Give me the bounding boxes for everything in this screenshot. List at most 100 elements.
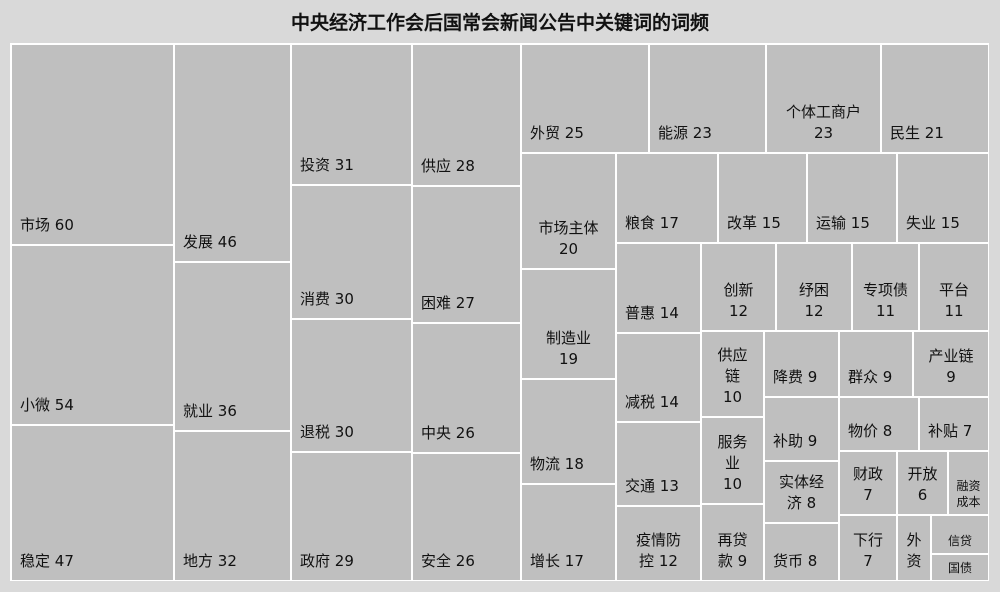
cell-label: 平台 11: [938, 280, 971, 322]
cell-label: 外资: [906, 530, 923, 572]
treemap-cell-5: 就业 36: [175, 263, 290, 430]
cell-value: 47: [54, 552, 74, 570]
cell-label: 融资成本: [955, 478, 981, 510]
cell-value: 12: [804, 302, 824, 320]
treemap-cell-26: 失业 15: [898, 154, 988, 242]
treemap-cell-41: 补助 9: [765, 398, 838, 460]
cell-value: 27: [455, 294, 475, 312]
cell-label: 困难 27: [421, 293, 475, 314]
treemap-cell-9: 退税 30: [292, 320, 411, 451]
cell-name: 就业: [183, 402, 214, 420]
treemap-cell-13: 中央 26: [413, 324, 520, 452]
cell-label: 财政 7: [852, 464, 885, 506]
cell-value: 15: [761, 214, 781, 232]
cell-value: 11: [875, 302, 896, 320]
treemap-cell-25: 运输 15: [808, 154, 896, 242]
cell-name: 民生: [890, 124, 921, 142]
cell-name: 运输: [816, 214, 847, 232]
treemap-cell-51: 信贷: [932, 516, 988, 553]
treemap-cell-14: 安全 26: [413, 454, 520, 580]
treemap-cell-28: 减税 14: [617, 334, 700, 421]
cell-label: 降费 9: [773, 367, 817, 388]
cell-value: 36: [217, 402, 237, 420]
cell-label: 再贷款 9: [716, 530, 749, 572]
cell-label: 实体经济 8: [778, 472, 826, 514]
treemap-cell-7: 投资 31: [292, 45, 411, 184]
cell-label: 能源 23: [658, 123, 712, 144]
cell-name: 改革: [727, 214, 758, 232]
cell-label: 群众 9: [848, 367, 892, 388]
cell-label: 民生 21: [890, 123, 944, 144]
cell-name: 稳定: [20, 552, 51, 570]
cell-label: 政府 29: [300, 551, 354, 572]
cell-label: 消费 30: [300, 289, 354, 310]
treemap-cell-22: 增长 17: [522, 485, 615, 580]
cell-value: 23: [813, 124, 834, 142]
treemap-cell-15: 外贸 25: [522, 45, 648, 152]
cell-label: 物价 8: [848, 421, 892, 442]
cell-label: 普惠 14: [625, 303, 679, 324]
cell-label: 纾困 12: [798, 280, 831, 322]
cell-label: 安全 26: [421, 551, 475, 572]
cell-value: 7: [863, 552, 873, 570]
treemap-cell-16: 能源 23: [650, 45, 765, 152]
treemap-cell-6: 地方 32: [175, 432, 290, 580]
cell-name: 失业: [906, 214, 937, 232]
cell-value: 8: [806, 494, 817, 512]
cell-label: 增长 17: [530, 551, 584, 572]
cell-value: 9: [946, 368, 956, 386]
cell-name: 下行: [852, 531, 883, 549]
treemap-cell-19: 市场主体 20: [522, 154, 615, 268]
treemap-cell-27: 普惠 14: [617, 244, 700, 332]
treemap-cell-44: 物价 8: [840, 398, 918, 450]
cell-name: 产业链: [928, 347, 974, 365]
treemap-cell-4: 发展 46: [175, 45, 290, 261]
cell-value: 13: [659, 477, 679, 495]
treemap-cell-24: 改革 15: [719, 154, 806, 242]
cell-value: 26: [455, 552, 475, 570]
cell-value: 29: [334, 552, 354, 570]
cell-value: 12: [728, 302, 749, 320]
cell-name: 货币: [773, 552, 804, 570]
cell-name: 退税: [300, 423, 331, 441]
cell-name: 发展: [183, 233, 214, 251]
cell-value: 7: [962, 422, 973, 440]
cell-label: 制造业 19: [545, 328, 593, 370]
treemap-cell-34: 平台 11: [920, 244, 988, 330]
cell-name: 专项债: [862, 281, 908, 299]
treemap-cell-52: 国债: [932, 555, 988, 580]
cell-label: 小微 54: [20, 395, 74, 416]
cell-name: 地方: [183, 552, 214, 570]
cell-value: 9: [807, 432, 818, 450]
treemap-cell-49: 下行 7: [840, 516, 896, 580]
cell-value: 19: [558, 350, 579, 368]
cell-name: 粮食: [625, 214, 656, 232]
cell-value: 6: [917, 486, 928, 504]
cell-value: 18: [564, 455, 584, 473]
cell-label: 服务业 10: [716, 432, 749, 495]
cell-value: 31: [334, 156, 354, 174]
cell-value: 46: [217, 233, 237, 251]
cell-name: 制造业: [545, 329, 591, 347]
cell-name: 投资: [300, 156, 331, 174]
treemap-cell-40: 产业链 9: [914, 332, 988, 396]
cell-name: 增长: [530, 552, 561, 570]
cell-label: 稳定 47: [20, 551, 74, 572]
cell-label: 国债: [942, 560, 978, 576]
treemap-cell-23: 粮食 17: [617, 154, 717, 242]
cell-name: 信贷: [947, 534, 972, 548]
cell-value: 23: [692, 124, 712, 142]
treemap-cell-36: 服务业 10: [702, 418, 763, 503]
cell-name: 财政: [852, 465, 883, 483]
treemap-cell-1: 市场 60: [12, 45, 173, 244]
cell-value: 17: [659, 214, 679, 232]
cell-name: 服务业: [717, 433, 748, 472]
cell-name: 疫情防控: [635, 531, 681, 570]
cell-name: 供应链: [717, 346, 748, 385]
cell-label: 地方 32: [183, 551, 237, 572]
cell-value: 20: [558, 240, 579, 258]
cell-value: 26: [455, 424, 475, 442]
cell-label: 退税 30: [300, 422, 354, 443]
cell-name: 供应: [421, 157, 452, 175]
